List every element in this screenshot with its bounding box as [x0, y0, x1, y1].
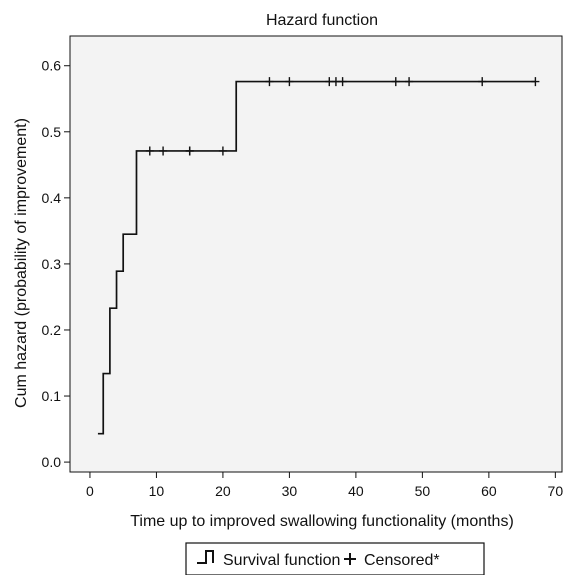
- censored-marker: [338, 77, 347, 87]
- censored-marker: [218, 146, 227, 156]
- y-tick-label: 0.0: [42, 454, 62, 470]
- x-tick-label: 50: [415, 483, 431, 499]
- censored-marker: [159, 146, 168, 156]
- censored-marker: [531, 77, 540, 87]
- y-tick-label: 0.1: [42, 388, 62, 404]
- x-axis-label: Time up to improved swallowing functiona…: [130, 513, 514, 530]
- y-tick-label: 0.6: [42, 58, 62, 74]
- y-tick-label: 0.2: [42, 322, 62, 338]
- y-axis: 0.0 0.1 0.2 0.3 0.4 0.5 0.6: [42, 58, 70, 470]
- x-tick-label: 40: [348, 483, 364, 499]
- legend-censored-label: Censored*: [364, 552, 440, 569]
- y-axis-label: Cum hazard (probability of improvement): [13, 118, 30, 408]
- x-tick-label: 60: [481, 483, 497, 499]
- y-tick-label: 0.4: [42, 190, 62, 206]
- censored-marker: [478, 77, 487, 87]
- x-tick-label: 10: [149, 483, 165, 499]
- x-axis: 0 10 20 30 40 50 60 70: [86, 472, 563, 499]
- y-tick-label: 0.5: [42, 124, 62, 140]
- y-tick-label: 0.3: [42, 256, 62, 272]
- legend-box: [185, 542, 485, 576]
- x-tick-label: 20: [215, 483, 231, 499]
- censored-marker: [265, 77, 274, 87]
- x-tick-label: 70: [548, 483, 564, 499]
- censored-marker: [185, 146, 194, 156]
- plot-area: [69, 35, 563, 473]
- plus-icon: [344, 553, 356, 565]
- x-tick-label: 0: [86, 483, 94, 499]
- censor-layer: [145, 77, 540, 156]
- censored-marker: [145, 146, 154, 156]
- legend-survival-label: Survival function: [223, 552, 340, 569]
- censored-marker: [285, 77, 294, 87]
- censored-marker: [391, 77, 400, 87]
- step-icon: [197, 550, 214, 564]
- legend: Survival function Censored*: [185, 542, 485, 576]
- x-tick-label: 30: [282, 483, 298, 499]
- censored-marker: [405, 77, 414, 87]
- chart-title: Hazard function: [266, 12, 378, 29]
